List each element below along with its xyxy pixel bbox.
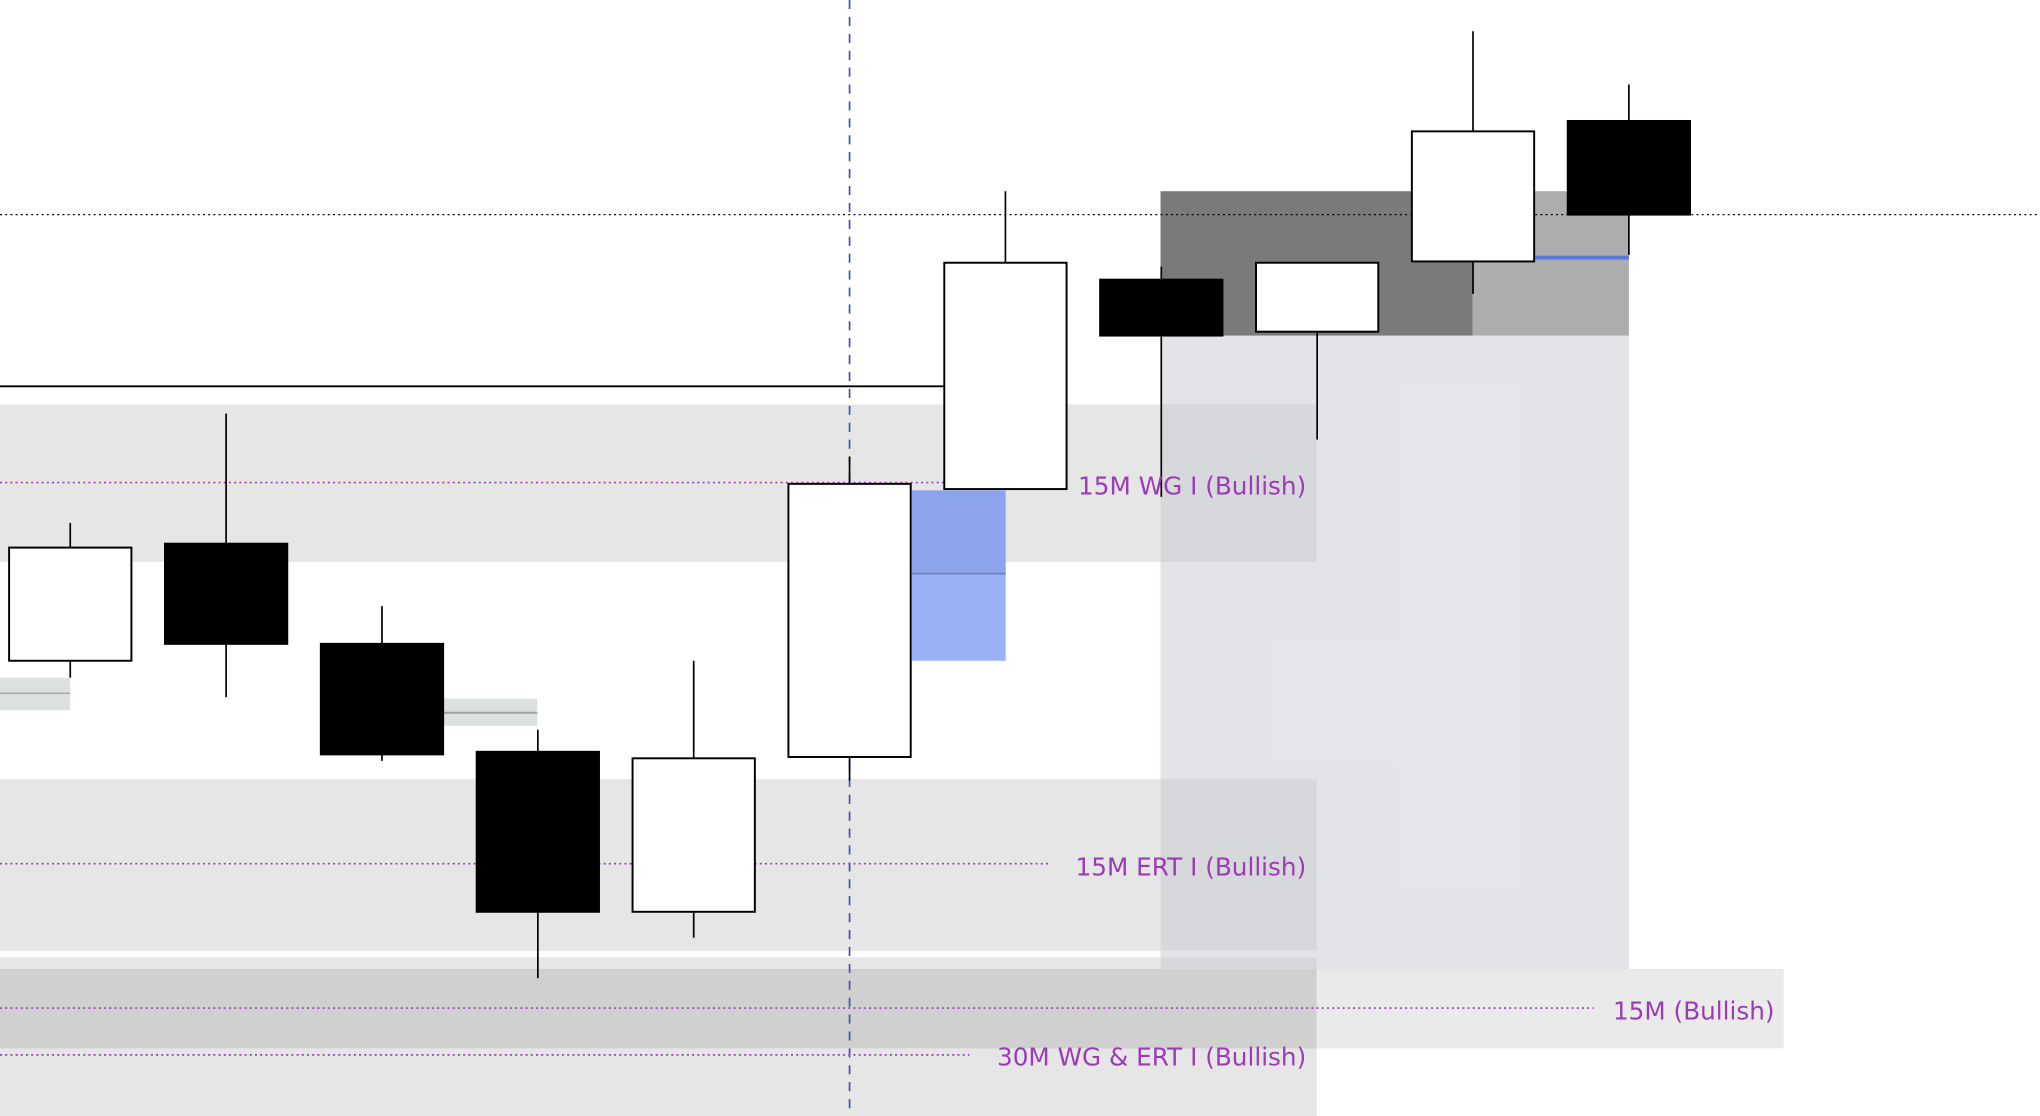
candle-bearish [475, 750, 600, 913]
candle-bullish [631, 757, 756, 913]
candle-bullish [1255, 261, 1380, 333]
candle-bearish [1566, 119, 1692, 216]
candle-bearish [1099, 278, 1224, 337]
labels-layer: 15M WG I (Bullish) 15M ERT I (Bullish) 30M… [997, 471, 1775, 1071]
candle-bullish [8, 546, 133, 662]
zone-label: 30M WG & ERT I (Bullish) [997, 1042, 1306, 1071]
candle-bullish [1410, 130, 1536, 263]
imbalance-upper [912, 490, 1006, 574]
candles-layer [8, 31, 1692, 979]
zone-label: 15M ERT I (Bullish) [1076, 852, 1307, 881]
candle-bearish [319, 642, 445, 756]
zone-label: 15M WG I (Bullish) [1078, 471, 1306, 500]
zone-label: 15M (Bullish) [1613, 997, 1775, 1026]
candle-bullish [943, 261, 1068, 491]
imbalance-lower [912, 573, 1006, 661]
candle-bullish [787, 482, 912, 758]
candle-bearish [163, 542, 289, 645]
range-box [1160, 335, 1629, 970]
